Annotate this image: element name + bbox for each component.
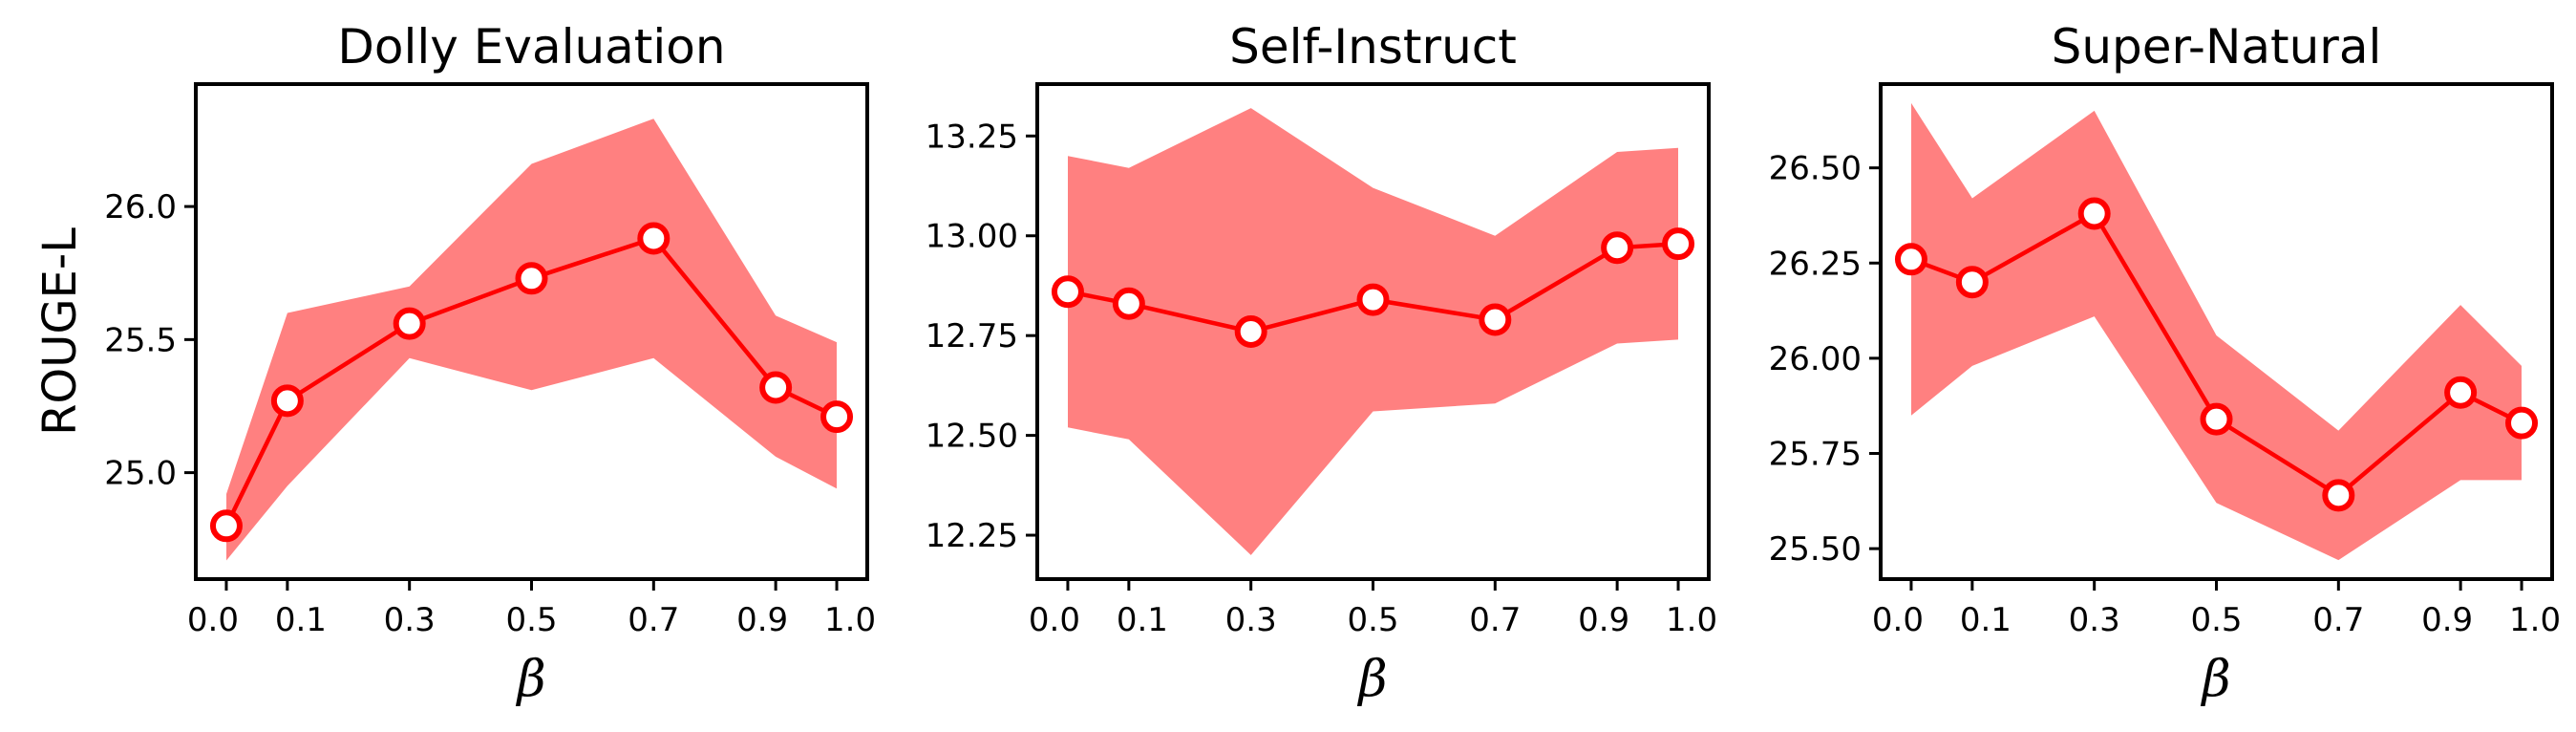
confidence-band (1068, 108, 1678, 555)
data-point (2322, 479, 2355, 512)
x-tick-label: 0.7 (2312, 601, 2364, 639)
x-tick-label: 0.9 (736, 601, 788, 639)
x-tick-label: 0.3 (1225, 601, 1277, 639)
data-point (2077, 197, 2111, 230)
data-point (759, 371, 793, 404)
y-tick-label: 25.0 (104, 455, 177, 493)
data-point (2444, 376, 2478, 409)
y-tick-label: 13.25 (926, 118, 1018, 156)
data-point (270, 384, 304, 418)
y-tick-label: 13.00 (926, 218, 1018, 256)
x-axis-label: β (515, 651, 545, 708)
data-point (209, 509, 243, 543)
data-point (1894, 243, 1927, 276)
chart-panel-2: 0.0 0.1 0.3 0.5 0.7 0.9 1.0 12.25 12.50 12.75 13.0… (926, 19, 1717, 708)
chart-title: Super-Natural (2052, 19, 2382, 75)
x-tick-label: 0.5 (1347, 601, 1398, 639)
x-tick-label: 0.3 (2069, 601, 2120, 639)
x-tick-label: 0.3 (384, 601, 436, 639)
x-tick-label: 0.9 (1578, 601, 1629, 639)
y-tick-label: 26.50 (1769, 150, 1862, 188)
x-tick-label: 0.7 (1469, 601, 1521, 639)
y-tick-label: 25.75 (1769, 436, 1862, 474)
y-tick-label: 12.50 (926, 418, 1018, 456)
y-axis-label: ROUGE-L (33, 227, 87, 436)
x-tick-label: 0.0 (187, 601, 239, 639)
data-point (1479, 303, 1512, 336)
x-tick-label: 0.7 (628, 601, 679, 639)
x-tick-label: 0.1 (1960, 601, 2012, 639)
confidence-band (226, 118, 837, 561)
chart-title: Self-Instruct (1229, 19, 1517, 75)
y-tick-label: 12.75 (926, 317, 1018, 355)
x-tick-label: 0.5 (505, 601, 557, 639)
y-tick-label: 26.0 (104, 188, 177, 226)
data-point (515, 262, 548, 295)
data-point (1234, 315, 1267, 348)
chart-title: Dolly Evaluation (337, 19, 725, 75)
x-tick-label: 0.0 (1872, 601, 1924, 639)
chart-panel-1: 0.0 0.1 0.3 0.5 0.7 0.9 1.0 25.0 25.5 26.0 Dolly E… (33, 19, 876, 708)
data-point (1112, 287, 1145, 320)
x-axis-label: β (1356, 651, 1387, 708)
x-tick-label: 0.9 (2421, 601, 2473, 639)
x-axis-label: β (2200, 651, 2230, 708)
y-tick-label: 12.25 (926, 517, 1018, 555)
data-point (1051, 275, 1084, 309)
y-tick-label: 26.25 (1769, 245, 1862, 283)
data-point (637, 222, 671, 255)
x-tick-label: 0.0 (1029, 601, 1080, 639)
x-tick-label: 1.0 (1666, 601, 1717, 639)
y-tick-label: 25.50 (1769, 530, 1862, 569)
data-point (820, 400, 854, 434)
data-point (1955, 266, 1989, 299)
y-tick-label: 25.5 (104, 321, 177, 359)
x-tick-label: 0.5 (2190, 601, 2242, 639)
x-tick-label: 0.1 (1117, 601, 1168, 639)
x-tick-label: 1.0 (2509, 601, 2561, 639)
confidence-band (1911, 102, 2522, 561)
data-point (1601, 231, 1634, 265)
x-tick-label: 0.1 (275, 601, 327, 639)
data-point (1356, 283, 1390, 316)
x-tick-label: 1.0 (824, 601, 876, 639)
data-point (2505, 406, 2539, 440)
data-point (1662, 227, 1695, 261)
data-point (393, 307, 426, 340)
chart-panel-3: 0.0 0.1 0.3 0.5 0.7 0.9 1.0 25.50 25.75 26.00 26.2… (1769, 19, 2561, 708)
y-tick-label: 26.00 (1769, 340, 1862, 378)
data-point (2200, 402, 2233, 436)
